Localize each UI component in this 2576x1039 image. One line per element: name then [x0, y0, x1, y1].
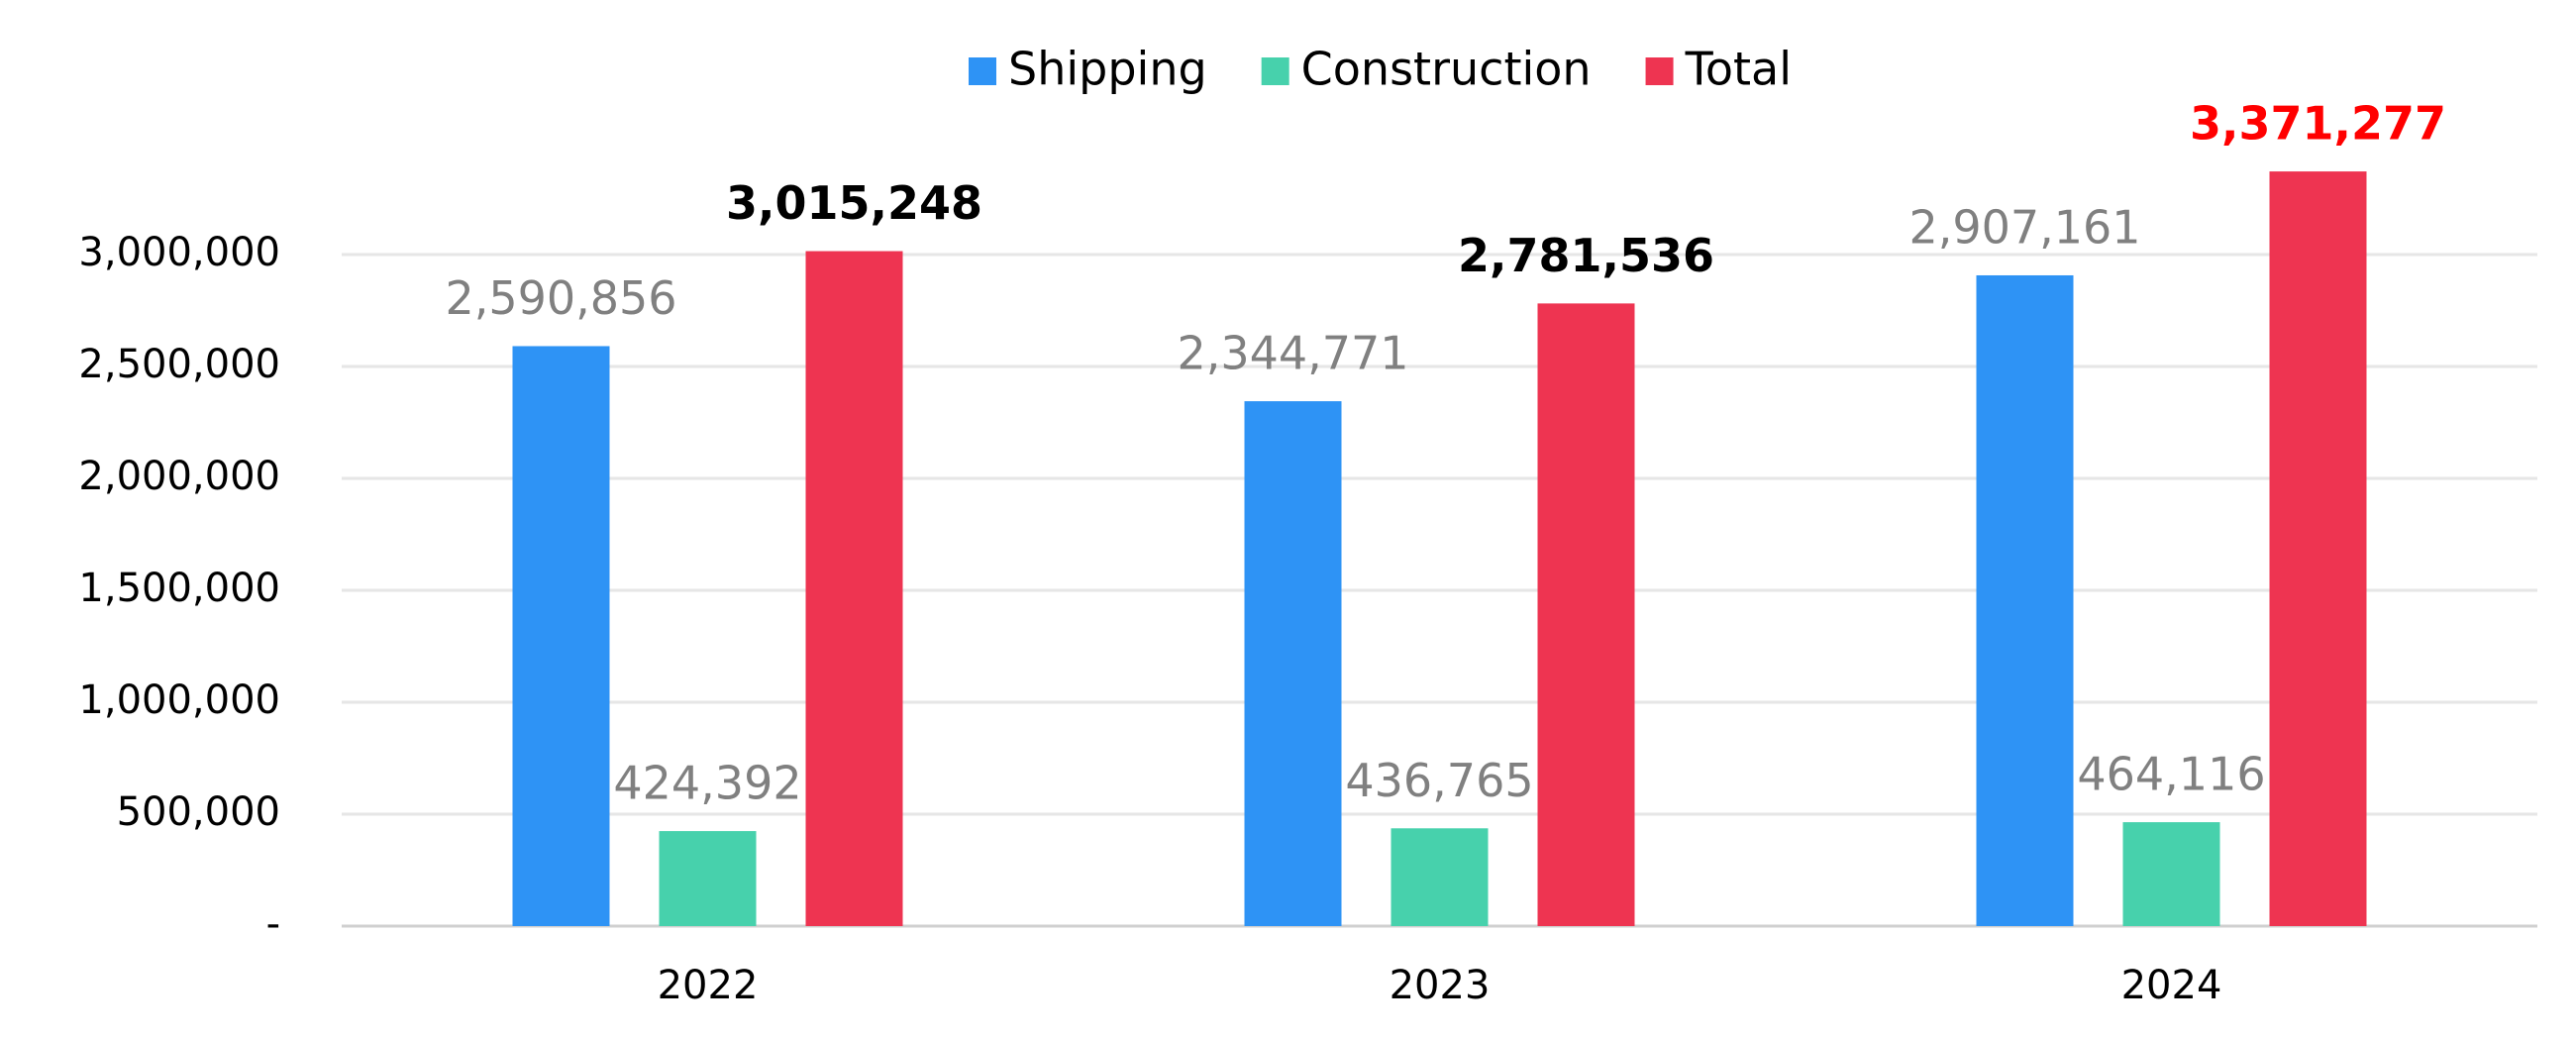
legend-label: Construction: [1301, 43, 1592, 96]
y-tick-label: 1,000,000: [78, 677, 280, 723]
legend-label: Shipping: [1008, 43, 1207, 96]
bar: [1537, 303, 1635, 926]
bar: [1244, 401, 1342, 926]
x-tick-label: 2022: [658, 963, 759, 1008]
data-label: 2,907,161: [1908, 200, 2140, 254]
legend-swatch: [1261, 57, 1289, 85]
bar: [1391, 828, 1489, 926]
data-label: 3,015,248: [726, 176, 982, 230]
y-tick-label: 2,500,000: [78, 342, 280, 387]
x-tick-label: 2024: [2121, 963, 2222, 1008]
y-tick-label: 2,000,000: [78, 454, 280, 499]
data-label: 3,371,277: [2190, 97, 2446, 151]
bar: [659, 831, 757, 926]
legend-label: Total: [1685, 43, 1792, 96]
bar: [2269, 171, 2367, 926]
y-tick-label: -: [266, 901, 280, 947]
y-tick-label: 500,000: [117, 789, 280, 835]
data-label: 2,781,536: [1458, 229, 1714, 282]
x-tick-label: 2023: [1390, 963, 1491, 1008]
data-label: 424,392: [613, 757, 801, 810]
y-tick-label: 1,500,000: [78, 566, 280, 611]
data-label: 464,116: [2077, 748, 2265, 801]
bar: [512, 346, 610, 926]
data-label: 436,765: [1345, 754, 1533, 807]
data-label: 2,344,771: [1177, 327, 1408, 380]
y-tick-label: 3,000,000: [78, 230, 280, 275]
bar: [805, 251, 903, 926]
legend-swatch: [1645, 57, 1674, 85]
bar: [1976, 274, 2074, 926]
data-label: 2,590,856: [445, 271, 676, 325]
legend-swatch: [969, 57, 996, 85]
bar: [2122, 822, 2220, 926]
